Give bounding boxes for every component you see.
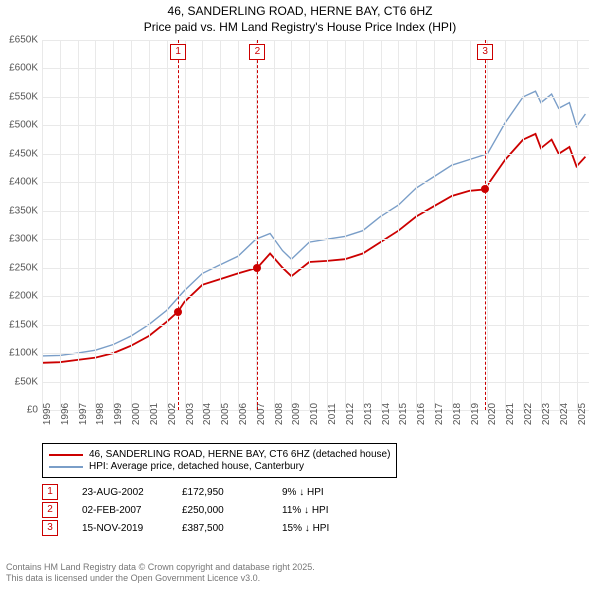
transaction-table: 1 23-AUG-2002£172,9509% ↓ HPI 2 02-FEB-2007…: [42, 482, 329, 538]
y-tick-label: £500K: [9, 120, 38, 131]
credit-line: Contains HM Land Registry data © Crown c…: [6, 562, 315, 573]
x-tick-label: 2019: [470, 403, 481, 425]
transaction-price: £250,000: [182, 505, 282, 516]
y-tick-label: £650K: [9, 35, 38, 46]
price-marker: [174, 308, 182, 316]
credits: Contains HM Land Registry data © Crown c…: [6, 562, 315, 584]
transaction-date: 15-NOV-2019: [82, 523, 182, 534]
x-tick-label: 1996: [60, 403, 71, 425]
legend-row: 46, SANDERLING ROAD, HERNE BAY, CT6 6HZ …: [49, 449, 390, 460]
legend-label: 46, SANDERLING ROAD, HERNE BAY, CT6 6HZ …: [89, 449, 390, 460]
x-tick-label: 2006: [238, 403, 249, 425]
x-tick-label: 2008: [274, 403, 285, 425]
y-tick-label: £600K: [9, 63, 38, 74]
y-tick-label: £0: [27, 405, 38, 416]
x-tick-label: 2009: [291, 403, 302, 425]
y-tick-label: £350K: [9, 205, 38, 216]
series-line: [42, 134, 585, 363]
vertical-marker-label: 2: [249, 44, 265, 60]
x-tick-label: 1999: [113, 403, 124, 425]
y-tick-label: £100K: [9, 348, 38, 359]
vertical-marker: [485, 40, 486, 410]
series-line: [42, 91, 585, 356]
price-marker: [481, 185, 489, 193]
transaction-deviation: 15% ↓ HPI: [282, 523, 329, 534]
chart-lines: [42, 40, 589, 410]
legend: 46, SANDERLING ROAD, HERNE BAY, CT6 6HZ …: [42, 443, 397, 478]
legend-swatch: [49, 466, 83, 468]
transaction-row: 3 15-NOV-2019£387,50015% ↓ HPI: [42, 520, 329, 536]
x-tick-label: 2021: [505, 403, 516, 425]
x-tick-label: 2024: [559, 403, 570, 425]
x-tick-label: 1998: [95, 403, 106, 425]
x-tick-label: 2014: [381, 403, 392, 425]
transaction-price: £387,500: [182, 523, 282, 534]
x-tick-label: 2017: [434, 403, 445, 425]
x-tick-label: 2003: [185, 403, 196, 425]
transaction-index: 2: [42, 502, 58, 518]
price-marker: [253, 264, 261, 272]
transaction-deviation: 9% ↓ HPI: [282, 487, 324, 498]
credit-line: This data is licensed under the Open Gov…: [6, 573, 315, 584]
x-tick-label: 2002: [167, 403, 178, 425]
transaction-deviation: 11% ↓ HPI: [282, 505, 329, 516]
x-tick-label: 2022: [523, 403, 534, 425]
x-tick-label: 2000: [131, 403, 142, 425]
x-tick-label: 2018: [452, 403, 463, 425]
x-tick-label: 2020: [487, 403, 498, 425]
transaction-row: 2 02-FEB-2007£250,00011% ↓ HPI: [42, 502, 329, 518]
legend-swatch: [49, 454, 83, 456]
y-tick-label: £300K: [9, 234, 38, 245]
transaction-row: 1 23-AUG-2002£172,9509% ↓ HPI: [42, 484, 329, 500]
x-tick-label: 2016: [416, 403, 427, 425]
x-tick-label: 2011: [327, 403, 338, 425]
y-tick-label: £400K: [9, 177, 38, 188]
transaction-price: £172,950: [182, 487, 282, 498]
vertical-marker: [178, 40, 179, 410]
x-tick-label: 2025: [577, 403, 588, 425]
x-tick-label: 2001: [149, 403, 160, 425]
transaction-index: 3: [42, 520, 58, 536]
x-tick-label: 2015: [398, 403, 409, 425]
vertical-marker-label: 3: [477, 44, 493, 60]
y-tick-label: £200K: [9, 291, 38, 302]
legend-label: HPI: Average price, detached house, Cant…: [89, 461, 304, 472]
legend-row: HPI: Average price, detached house, Cant…: [49, 461, 390, 472]
x-tick-label: 2010: [309, 403, 320, 425]
y-tick-label: £50K: [15, 376, 38, 387]
y-tick-label: £150K: [9, 319, 38, 330]
x-tick-label: 2005: [220, 403, 231, 425]
vertical-marker: [257, 40, 258, 410]
x-tick-label: 2013: [363, 403, 374, 425]
y-tick-label: £450K: [9, 148, 38, 159]
y-tick-label: £250K: [9, 262, 38, 273]
transaction-date: 23-AUG-2002: [82, 487, 182, 498]
vertical-marker-label: 1: [170, 44, 186, 60]
x-tick-label: 2023: [541, 403, 552, 425]
title-line1: 46, SANDERLING ROAD, HERNE BAY, CT6 6HZ: [0, 4, 600, 20]
x-tick-label: 2012: [345, 403, 356, 425]
x-tick-label: 1997: [78, 403, 89, 425]
x-tick-label: 2004: [202, 403, 213, 425]
plot-area: £0£50K£100K£150K£200K£250K£300K£350K£400…: [42, 40, 589, 410]
title-line2: Price paid vs. HM Land Registry's House …: [0, 20, 600, 36]
transaction-index: 1: [42, 484, 58, 500]
x-tick-label: 1995: [42, 403, 53, 425]
chart-title: 46, SANDERLING ROAD, HERNE BAY, CT6 6HZ …: [0, 0, 600, 35]
y-tick-label: £550K: [9, 91, 38, 102]
transaction-date: 02-FEB-2007: [82, 505, 182, 516]
